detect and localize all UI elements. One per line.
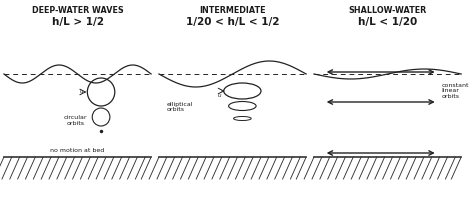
Text: h/L > 1/2: h/L > 1/2 (52, 17, 103, 27)
Text: u: u (217, 93, 221, 98)
Text: h/L < 1/20: h/L < 1/20 (358, 17, 417, 27)
Text: circular
orbits: circular orbits (64, 114, 87, 125)
Text: SHALLOW-WATER: SHALLOW-WATER (348, 6, 427, 15)
Text: no motion at bed: no motion at bed (50, 147, 105, 152)
Text: constant
linear
orbits: constant linear orbits (442, 82, 469, 99)
Text: INTERMEDIATE: INTERMEDIATE (199, 6, 266, 15)
Text: u: u (80, 89, 83, 94)
Text: elliptical
orbits: elliptical orbits (167, 101, 193, 112)
Text: 1/20 < h/L < 1/2: 1/20 < h/L < 1/2 (186, 17, 279, 27)
Text: DEEP-WATER WAVES: DEEP-WATER WAVES (32, 6, 123, 15)
